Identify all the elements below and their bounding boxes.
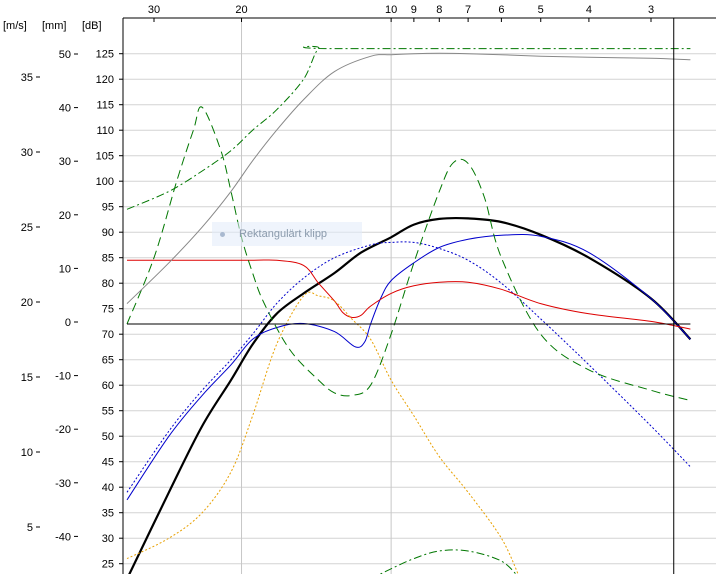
excursion-tick-label: -40: [55, 531, 71, 543]
velocity-tick-label: 20: [21, 297, 33, 309]
db-tick-label: 30: [102, 533, 114, 545]
plot-area: [123, 18, 716, 574]
db-tick-label: 105: [96, 151, 114, 163]
velocity-tick-label: 35: [21, 72, 33, 84]
velocity-tick-label: 25: [21, 222, 33, 234]
db-tick-label: 35: [102, 508, 114, 520]
excursion-tick-label: 20: [59, 210, 71, 222]
tooltip-text: Rektangulärt klipp: [239, 228, 328, 240]
excursion-tick-label: 50: [59, 49, 71, 61]
velocity-tick-label: 10: [21, 447, 33, 459]
db-tick-label: 90: [102, 227, 114, 239]
velocity-tick-label: 30: [21, 147, 33, 159]
spl-unit-label: [dB]: [82, 20, 102, 32]
series-group: [126, 45, 692, 579]
series-orange-dotted: [126, 291, 521, 579]
db-tick-label: 110: [96, 125, 114, 137]
db-tick-label: 75: [102, 304, 114, 316]
velocity-tick-label: 15: [21, 372, 33, 384]
series-gray: [126, 52, 691, 304]
top-tick-label: 10: [385, 4, 397, 16]
top-tick-label: 5: [538, 4, 544, 16]
db-tick-label: 40: [102, 482, 114, 494]
series-blue-dotted: [126, 241, 691, 493]
db-tick-label: 60: [102, 380, 114, 392]
series-green-dashdot-low: [370, 549, 521, 579]
tick-labels: 30 20 10 9 8 7 6 5 4 3125120115110105100959085807…: [21, 4, 654, 571]
db-tick-label: 120: [96, 74, 114, 86]
db-tick-label: 125: [96, 49, 114, 61]
velocity-tick-label: 5: [27, 522, 33, 534]
db-tick-label: 65: [102, 355, 114, 367]
excursion-tick-label: 0: [65, 317, 71, 329]
top-tick-label: 9: [411, 4, 417, 16]
db-tick-label: 95: [102, 202, 114, 214]
series-green-dashdot: [126, 45, 691, 210]
top-tick-label: 20: [235, 4, 247, 16]
db-tick-label: 45: [102, 457, 114, 469]
excursion-tick-label: 30: [59, 156, 71, 168]
db-tick-label: 70: [102, 329, 114, 341]
excursion-unit-label: [mm]: [42, 20, 66, 32]
tooltip-dot-icon: [220, 231, 225, 237]
top-tick-label: 6: [498, 4, 504, 16]
top-tick-label: 3: [648, 4, 654, 16]
grid: [123, 18, 716, 574]
excursion-tick-label: 40: [59, 103, 71, 115]
db-tick-label: 115: [96, 100, 114, 112]
top-tick-label: 8: [436, 4, 442, 16]
db-tick-label: 50: [102, 431, 114, 443]
top-tick-label: 30: [148, 4, 160, 16]
db-tick-label: 80: [102, 278, 114, 290]
db-tick-label: 100: [96, 176, 114, 188]
excursion-tick-label: -30: [55, 478, 71, 490]
excursion-tick-label: -10: [55, 371, 71, 383]
db-tick-label: 85: [102, 253, 114, 265]
frame: [122, 17, 716, 574]
hover-tooltip: Rektangulärt klipp: [212, 222, 362, 246]
db-tick-label: 55: [102, 406, 114, 418]
velocity-unit-label: [m/s]: [3, 20, 27, 32]
excursion-tick-label: 10: [59, 263, 71, 275]
excursion-tick-label: -20: [55, 424, 71, 436]
top-tick-label: 7: [465, 4, 471, 16]
series-red: [127, 259, 691, 330]
series-green-dashed: [126, 106, 691, 401]
db-tick-label: 25: [102, 559, 114, 571]
top-tick-label: 4: [586, 4, 592, 16]
